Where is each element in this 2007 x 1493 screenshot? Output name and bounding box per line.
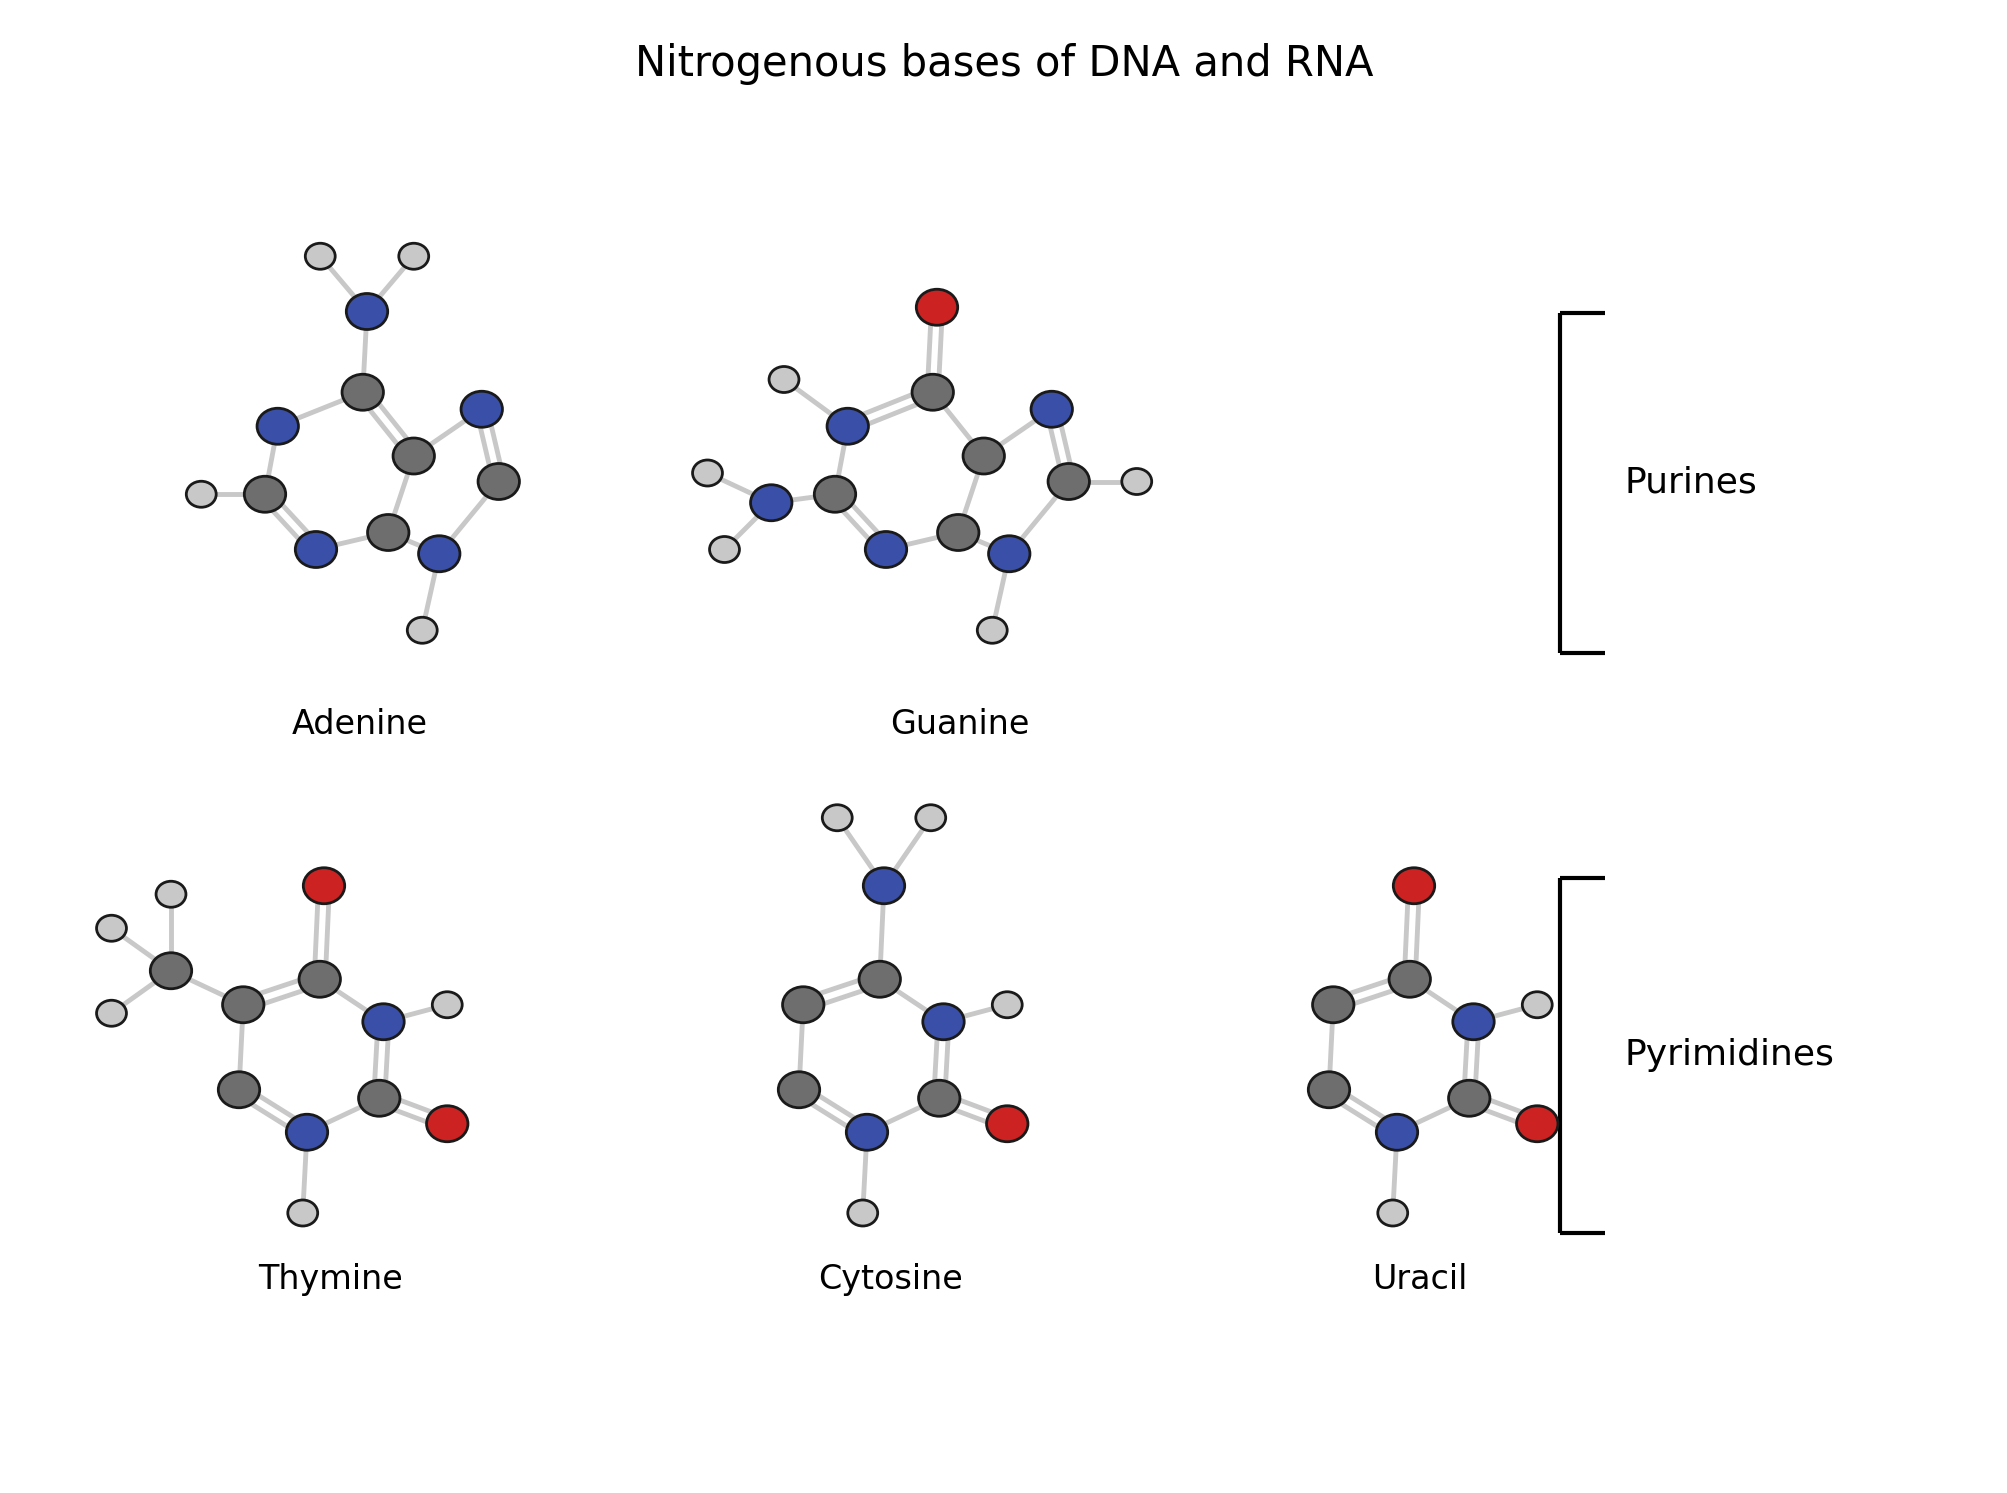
Ellipse shape xyxy=(287,1200,317,1226)
Ellipse shape xyxy=(407,617,438,643)
Ellipse shape xyxy=(1375,1114,1417,1150)
Text: Thymine: Thymine xyxy=(257,1263,401,1296)
Ellipse shape xyxy=(815,476,855,512)
Ellipse shape xyxy=(363,1003,403,1039)
Ellipse shape xyxy=(399,243,427,269)
Ellipse shape xyxy=(937,515,979,551)
Ellipse shape xyxy=(751,485,791,521)
Ellipse shape xyxy=(257,408,299,445)
Ellipse shape xyxy=(1447,1081,1489,1117)
Ellipse shape xyxy=(462,391,502,427)
Ellipse shape xyxy=(985,1106,1028,1142)
Ellipse shape xyxy=(187,481,217,508)
Text: Guanine: Guanine xyxy=(889,708,1030,741)
Text: Uracil: Uracil xyxy=(1371,1263,1467,1296)
Ellipse shape xyxy=(847,1200,877,1226)
Ellipse shape xyxy=(1377,1200,1407,1226)
Ellipse shape xyxy=(911,375,953,411)
Text: Adenine: Adenine xyxy=(291,708,427,741)
Ellipse shape xyxy=(779,1072,819,1108)
Ellipse shape xyxy=(991,991,1022,1018)
Ellipse shape xyxy=(863,867,905,903)
Text: Cytosine: Cytosine xyxy=(817,1263,961,1296)
Ellipse shape xyxy=(987,536,1030,572)
Ellipse shape xyxy=(157,881,187,908)
Ellipse shape xyxy=(151,953,191,988)
Ellipse shape xyxy=(708,536,739,563)
Ellipse shape xyxy=(915,290,957,325)
Ellipse shape xyxy=(1030,391,1072,427)
Ellipse shape xyxy=(305,243,335,269)
Ellipse shape xyxy=(359,1081,399,1117)
Ellipse shape xyxy=(219,1072,259,1108)
Ellipse shape xyxy=(432,991,462,1018)
Ellipse shape xyxy=(1122,469,1152,494)
Ellipse shape xyxy=(345,294,387,330)
Ellipse shape xyxy=(977,617,1008,643)
Ellipse shape xyxy=(1521,991,1551,1018)
Ellipse shape xyxy=(1515,1106,1557,1142)
Ellipse shape xyxy=(245,476,285,512)
Ellipse shape xyxy=(917,1081,959,1117)
Ellipse shape xyxy=(478,463,520,500)
Ellipse shape xyxy=(425,1106,468,1142)
Ellipse shape xyxy=(692,460,723,487)
Ellipse shape xyxy=(1309,1072,1349,1108)
Text: Nitrogenous bases of DNA and RNA: Nitrogenous bases of DNA and RNA xyxy=(634,43,1373,85)
Text: Pyrimidines: Pyrimidines xyxy=(1624,1039,1834,1072)
Ellipse shape xyxy=(783,987,823,1023)
Ellipse shape xyxy=(393,437,434,473)
Ellipse shape xyxy=(341,375,383,411)
Ellipse shape xyxy=(1393,867,1433,903)
Ellipse shape xyxy=(859,961,899,997)
Ellipse shape xyxy=(223,987,263,1023)
Text: Purines: Purines xyxy=(1624,466,1756,500)
Ellipse shape xyxy=(1313,987,1353,1023)
Ellipse shape xyxy=(865,532,907,567)
Ellipse shape xyxy=(367,515,409,551)
Ellipse shape xyxy=(1453,1003,1493,1039)
Ellipse shape xyxy=(827,408,867,445)
Ellipse shape xyxy=(303,867,345,903)
Ellipse shape xyxy=(915,805,945,830)
Ellipse shape xyxy=(295,532,337,567)
Ellipse shape xyxy=(96,1000,126,1026)
Ellipse shape xyxy=(1389,961,1429,997)
Ellipse shape xyxy=(963,437,1004,473)
Ellipse shape xyxy=(923,1003,963,1039)
Ellipse shape xyxy=(845,1114,887,1150)
Ellipse shape xyxy=(769,366,799,393)
Ellipse shape xyxy=(823,805,851,830)
Ellipse shape xyxy=(96,915,126,941)
Ellipse shape xyxy=(299,961,341,997)
Ellipse shape xyxy=(287,1114,327,1150)
Ellipse shape xyxy=(1048,463,1090,500)
Ellipse shape xyxy=(417,536,460,572)
